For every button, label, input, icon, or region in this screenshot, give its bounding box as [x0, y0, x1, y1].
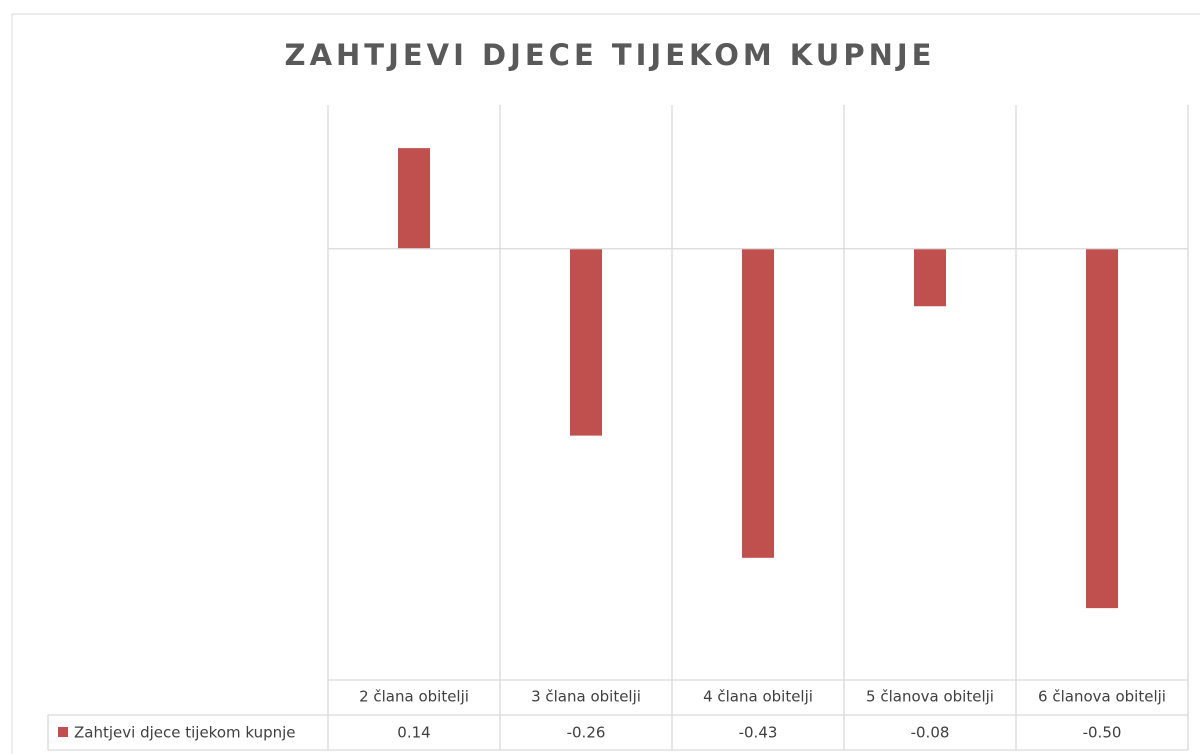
- table-value: -0.50: [1083, 724, 1122, 742]
- table-value: 0.14: [397, 724, 430, 742]
- legend-label: Zahtjevi djece tijekom kupnje: [74, 724, 296, 742]
- x-tick-label: 2 člana obitelji: [359, 688, 469, 706]
- bar: [742, 248, 774, 558]
- chart-border: [11, 13, 1200, 754]
- legend-key: [58, 727, 68, 737]
- bar: [1086, 248, 1118, 609]
- bar: [914, 248, 946, 307]
- x-tick-label: 5 članova obitelji: [866, 688, 994, 706]
- chart-title: ZAHTJEVI DJECE TIJEKOM KUPNJE: [285, 38, 936, 72]
- bar: [398, 148, 430, 249]
- bar: [570, 248, 602, 436]
- x-tick-label: 6 članova obitelji: [1038, 688, 1166, 706]
- table-value: -0.26: [567, 724, 606, 742]
- table-value: -0.43: [739, 724, 778, 742]
- x-tick-label: 3 člana obitelji: [531, 688, 641, 706]
- table-value: -0.08: [911, 724, 950, 742]
- x-tick-label: 4 člana obitelji: [703, 688, 813, 706]
